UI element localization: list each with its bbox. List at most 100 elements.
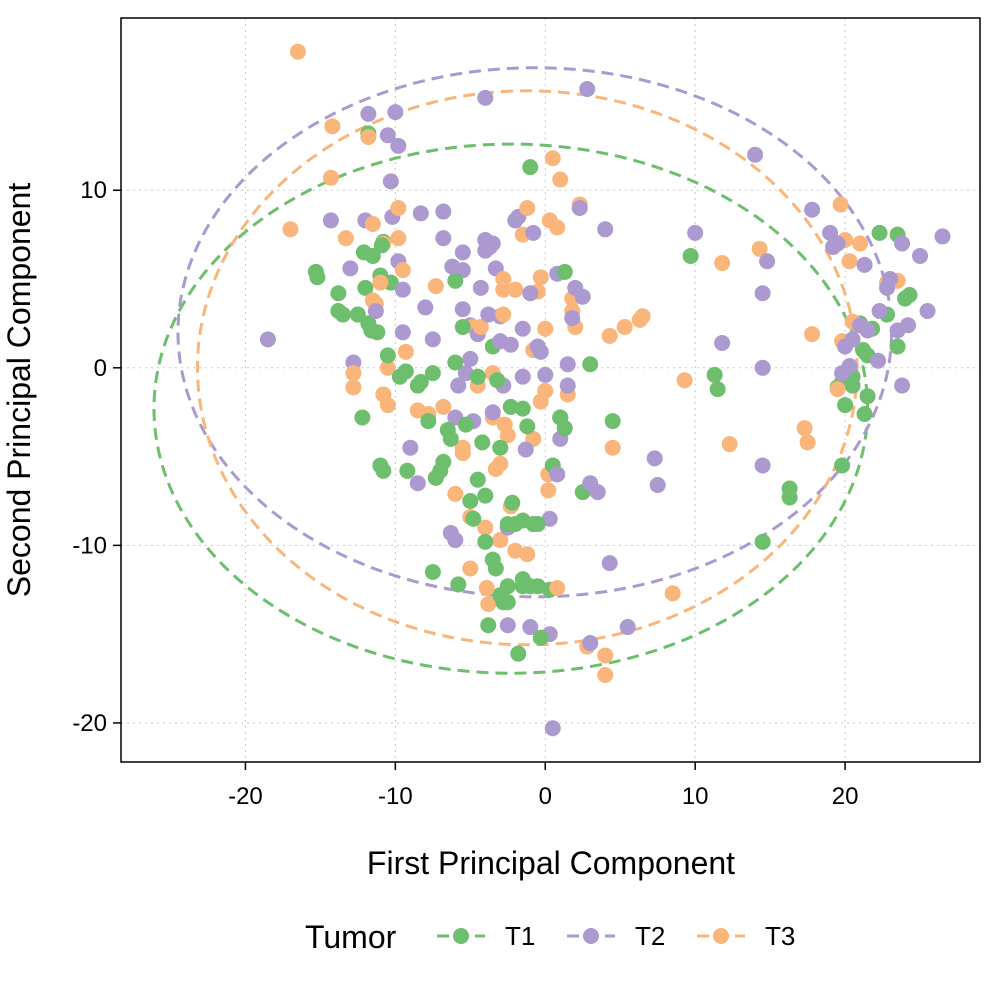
point-t3 [345, 365, 362, 382]
point-t2 [829, 235, 846, 252]
point-t3 [337, 230, 354, 247]
point-t3 [495, 306, 512, 323]
point-t3 [597, 647, 614, 664]
point-t3 [601, 327, 618, 344]
point-t1 [330, 285, 347, 302]
point-t1 [399, 462, 416, 479]
y-tick-label: 0 [94, 355, 107, 382]
point-t3 [796, 420, 813, 437]
point-t1 [489, 372, 506, 389]
point-t1 [469, 471, 486, 488]
point-t1 [435, 453, 452, 470]
point-t3 [832, 196, 849, 213]
point-t2 [525, 224, 542, 241]
point-t2 [754, 359, 771, 376]
x-axis-title: First Principal Component [367, 845, 735, 881]
point-t1 [474, 434, 491, 451]
point-t3 [345, 379, 362, 396]
point-t3 [477, 519, 494, 536]
point-t2 [804, 201, 821, 218]
point-t3 [364, 215, 381, 232]
point-t2 [522, 285, 539, 302]
point-t2 [514, 368, 531, 385]
point-t2 [754, 285, 771, 302]
point-t1 [480, 617, 497, 634]
point-t3 [495, 271, 512, 288]
point-t3 [552, 171, 569, 188]
point-t3 [282, 221, 299, 238]
point-t1 [309, 269, 326, 286]
point-t3 [390, 199, 407, 216]
point-t2 [484, 404, 501, 421]
point-t1 [754, 533, 771, 550]
data-points [259, 43, 951, 737]
point-t2 [435, 230, 452, 247]
point-t3 [427, 278, 444, 295]
point-t1 [529, 516, 546, 533]
point-t1 [465, 510, 482, 527]
point-t2 [382, 173, 399, 190]
point-t1 [357, 279, 374, 296]
point-t1 [556, 263, 573, 280]
point-t2 [454, 244, 471, 261]
point-t1 [487, 560, 504, 577]
point-t2 [532, 343, 549, 360]
legend: Tumor T1 T2 T3 [305, 919, 795, 955]
x-tick-label: -10 [378, 783, 413, 810]
point-t3 [721, 436, 738, 453]
point-t1 [412, 374, 429, 391]
point-t3 [379, 397, 396, 414]
point-t2 [390, 137, 407, 154]
point-t1 [363, 322, 380, 339]
point-t3 [634, 308, 651, 325]
point-t2 [649, 476, 666, 493]
point-t2 [894, 377, 911, 394]
point-t2 [447, 532, 464, 549]
point-t2 [481, 239, 498, 256]
point-t1 [442, 430, 459, 447]
point-t2 [579, 81, 596, 98]
point-t2 [322, 212, 339, 229]
point-t3 [462, 560, 479, 577]
point-t2 [517, 441, 534, 458]
point-t2 [514, 320, 531, 337]
point-t2 [541, 510, 558, 527]
point-t1 [871, 224, 888, 241]
point-t1 [499, 578, 516, 595]
point-t2 [619, 619, 636, 636]
point-t3 [799, 434, 816, 451]
point-t2 [747, 146, 764, 163]
point-t1 [420, 413, 437, 430]
point-t3 [537, 320, 554, 337]
point-t1 [706, 366, 723, 383]
point-t2 [601, 555, 618, 572]
point-t1 [519, 418, 536, 435]
point-t3 [472, 318, 489, 335]
legend-label-t2: T2 [635, 921, 665, 951]
point-t2 [571, 199, 588, 216]
point-t1 [349, 306, 366, 323]
point-t1 [834, 457, 851, 474]
point-t3 [532, 269, 549, 286]
point-t1 [379, 347, 396, 364]
point-t2 [882, 271, 899, 288]
point-t2 [499, 617, 516, 634]
point-t1 [502, 398, 519, 415]
point-t1 [504, 494, 521, 511]
point-t3 [492, 455, 509, 472]
point-t2 [754, 457, 771, 474]
point-t1 [355, 244, 372, 261]
point-t2 [574, 288, 591, 305]
y-tick-label: -10 [72, 532, 107, 559]
point-t1 [514, 400, 531, 417]
point-t3 [519, 199, 536, 216]
point-t1 [462, 492, 479, 509]
point-t2 [502, 336, 519, 353]
point-t3 [714, 255, 731, 272]
point-t1 [901, 287, 918, 304]
point-t3 [492, 532, 509, 549]
point-t1 [604, 413, 621, 430]
point-t2 [582, 635, 599, 652]
point-t2 [597, 221, 614, 238]
